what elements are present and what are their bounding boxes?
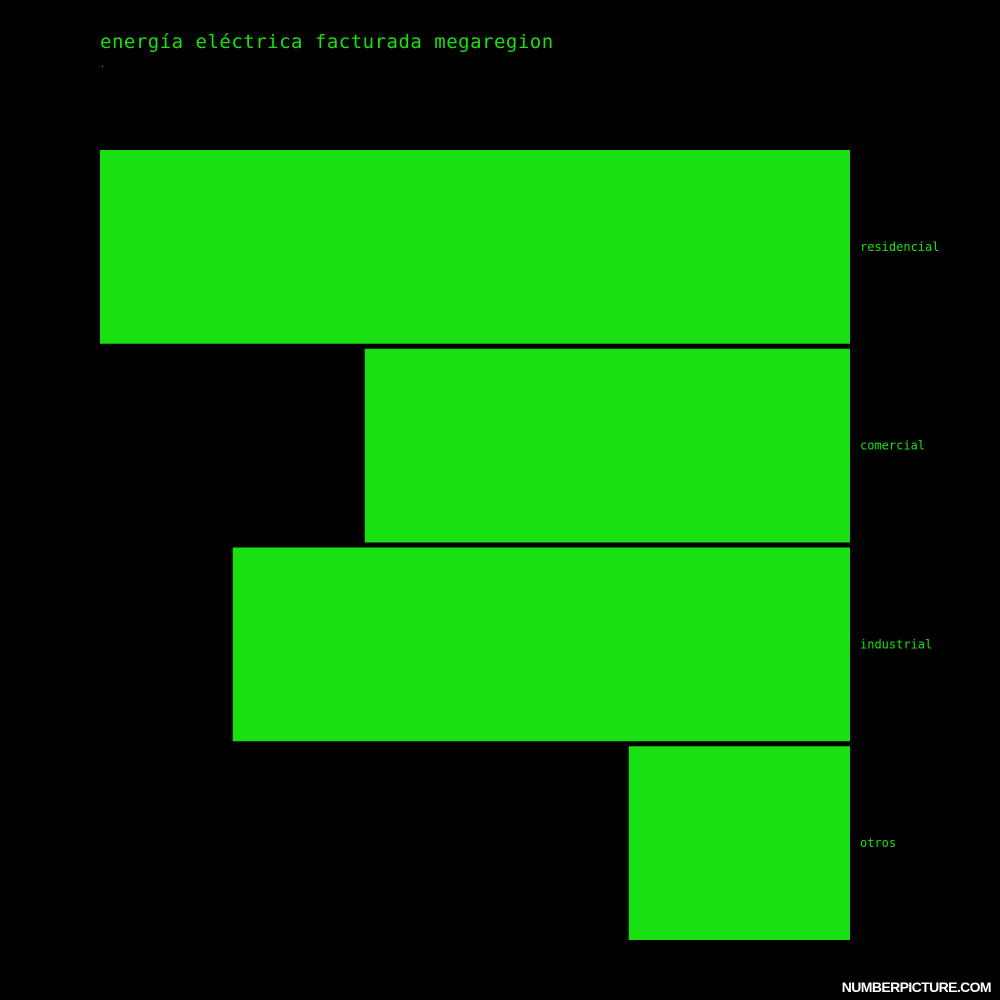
chart-title: energía eléctrica facturada megaregion (100, 31, 554, 53)
bar-comercial (364, 348, 850, 543)
watermark-logo: NUMBERPICTURE.COM (841, 979, 992, 995)
bar-residencial (100, 150, 850, 344)
category-label-residencial: residencial (860, 240, 939, 254)
chart-subtitle: . (100, 60, 105, 69)
category-label-otros: otros (860, 836, 896, 850)
bar-industrial (232, 547, 850, 742)
category-label-comercial: comercial (860, 439, 925, 453)
category-label-industrial: industrial (860, 637, 932, 651)
bar-otros (628, 746, 850, 940)
